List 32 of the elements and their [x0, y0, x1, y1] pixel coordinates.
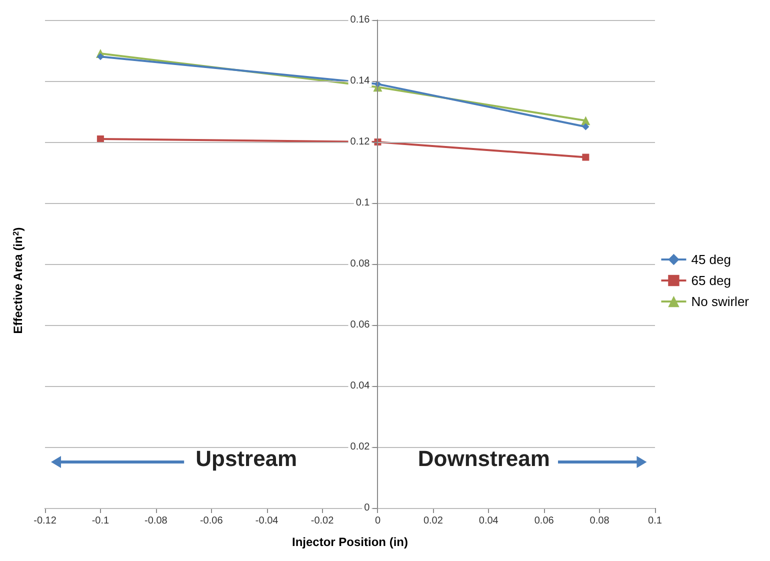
y-tick-label: 0.06	[350, 320, 370, 330]
y-tick-label: 0.04	[350, 380, 370, 392]
x-tick-label: 0.08	[590, 516, 610, 526]
point	[96, 53, 104, 60]
annotation: Downstream	[418, 446, 550, 472]
x-tick-label: -0.12	[34, 516, 57, 526]
annotation: Upstream	[196, 446, 298, 472]
x-tick-label: 0.04	[478, 516, 499, 526]
y-tick-label: 0	[364, 502, 370, 514]
point	[582, 154, 590, 161]
x-tick-label: 0.02	[423, 516, 444, 526]
y-tick-label: 0.14	[350, 76, 370, 86]
legend-label: No swirler	[691, 294, 750, 309]
x-tick-label: -0.06	[200, 516, 224, 526]
x-tick-label: -0.02	[310, 516, 334, 526]
x-tick-label: 0	[374, 516, 381, 526]
x-tick-label: 0.06	[534, 516, 554, 526]
point	[96, 135, 104, 142]
y-tick-label: 0.08	[350, 258, 370, 270]
y-tick-label: 0.1	[356, 198, 370, 208]
y-tick-label: 0.16	[350, 14, 370, 26]
y-tick-label: 0.12	[350, 136, 370, 148]
x-tick-label: -0.08	[144, 516, 168, 526]
y-tick-label: 0.02	[350, 442, 370, 452]
point	[582, 123, 590, 130]
legend-label: 45 deg	[691, 252, 731, 267]
x-axis-title: Injector Position (in)	[292, 535, 408, 549]
y-axis-title: Effective Area (in2)	[11, 227, 25, 334]
x-tick-label: 0.1	[648, 516, 662, 526]
x-tick-label: -0.1	[92, 516, 110, 526]
x-tick-label: -0.04	[255, 516, 279, 526]
legend-label: 65 deg	[691, 273, 731, 288]
